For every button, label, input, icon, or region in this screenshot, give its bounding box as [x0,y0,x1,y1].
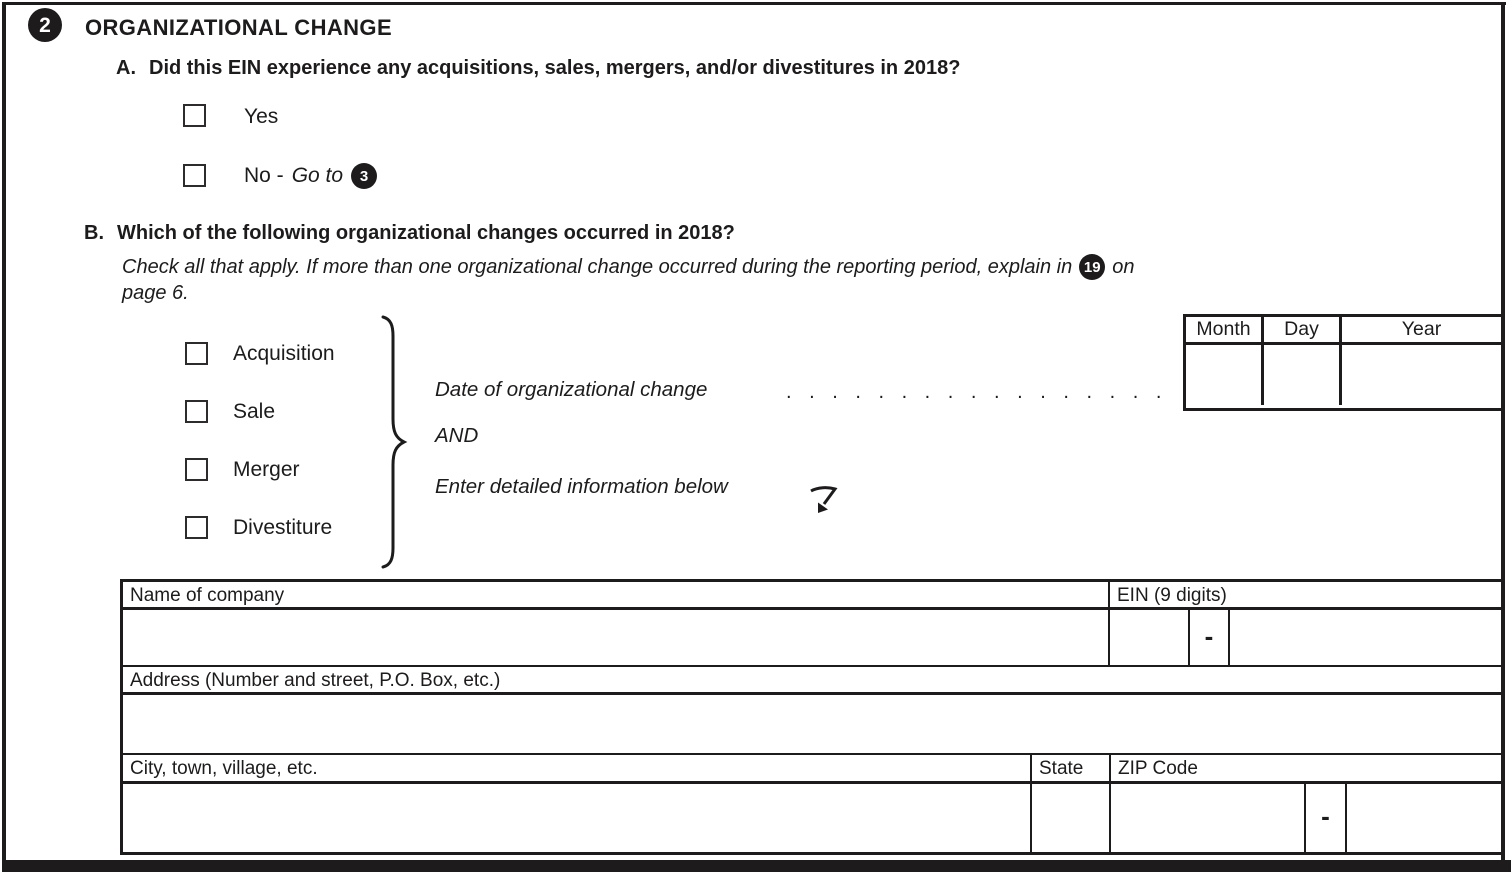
ein-header: EIN (9 digits) [1117,585,1227,606]
date-of-change-label: Date of organizational change [435,378,708,401]
year-input-cell[interactable] [1342,345,1501,405]
page-border-right [1501,2,1505,872]
merger-label: Merger [233,458,300,481]
address-header: Address (Number and street, P.O. Box, et… [130,670,501,691]
company-table: Name of company EIN (9 digits) - Address… [120,579,1504,855]
name-of-company-input[interactable] [123,610,1110,665]
address-value-row [123,695,1501,755]
down-left-arrow-icon [810,486,838,513]
date-table-value-row [1186,345,1501,405]
brace-icon [381,315,408,569]
question-b-label: B. [84,222,104,244]
instruction-text: Check all that apply. If more than one o… [122,255,1073,278]
sale-label: Sale [233,400,276,423]
yes-label: Yes [244,105,279,128]
merger-checkbox[interactable] [185,458,208,481]
and-label: AND [435,424,479,447]
acquisition-checkbox[interactable] [185,342,208,365]
page-border-left [2,2,6,872]
instruction-text-after: on [1112,255,1135,278]
year-header: Year [1401,318,1442,340]
divestiture-checkbox[interactable] [185,516,208,539]
no-checkbox[interactable] [183,164,206,187]
dot-leader: . . . . . . . . . . . . . . . . . [786,381,1168,403]
no-goto-text: Go to [291,164,344,187]
zip-dash: - [1306,784,1347,852]
date-table-header-row: Month Day Year [1186,317,1501,345]
state-input[interactable] [1032,784,1111,852]
question-a: A. Did this EIN experience any acquisiti… [116,57,960,80]
name-ein-value-row: - [123,610,1501,667]
goto-3-badge: 3 [351,163,378,189]
divestiture-label: Divestiture [233,516,333,539]
ein-dash: - [1190,610,1230,665]
city-state-zip-header-row: City, town, village, etc. State ZIP Code [123,755,1501,784]
page-border-top [2,2,1506,5]
month-header: Month [1186,317,1264,342]
date-table: Month Day Year [1183,314,1504,411]
section-title: ORGANIZATIONAL CHANGE [85,15,393,40]
name-of-company-header: Name of company [123,582,1110,607]
month-input-cell[interactable] [1186,345,1264,405]
section-number-badge: 2 [28,8,62,42]
city-state-zip-value-row: - [123,784,1501,852]
ein-prefix-input[interactable] [1110,610,1190,665]
no-label-row: No - Go to 3 [244,163,378,189]
question-b: B. Which of the following organizational… [84,222,735,245]
yes-checkbox[interactable] [183,104,206,127]
acquisition-label: Acquisition [233,342,335,365]
question-a-label: A. [116,57,136,79]
ein-suffix-input[interactable] [1230,610,1501,665]
zip-input-4[interactable] [1347,784,1501,852]
state-header: State [1032,755,1111,781]
zip-input-5[interactable] [1111,784,1306,852]
city-input[interactable] [123,784,1032,852]
address-header-row: Address (Number and street, P.O. Box, et… [123,667,1501,695]
instruction-line1: Check all that apply. If more than one o… [122,254,1134,280]
address-input[interactable] [123,695,1501,753]
enter-detail-label: Enter detailed information below [435,475,728,498]
day-input-cell[interactable] [1264,345,1342,405]
day-header: Day [1264,317,1342,342]
sale-checkbox[interactable] [185,400,208,423]
next-section-bar [2,860,1511,872]
instruction-line2: page 6. [122,282,189,304]
zip-header: ZIP Code [1118,758,1198,779]
name-ein-header-row: Name of company EIN (9 digits) [123,582,1501,610]
question-a-text: Did this EIN experience any acquisitions… [149,57,961,79]
no-label: No - [244,164,284,187]
ref-19-badge: 19 [1079,254,1106,280]
city-header: City, town, village, etc. [123,755,1032,781]
question-b-text: Which of the following organizational ch… [117,222,735,244]
